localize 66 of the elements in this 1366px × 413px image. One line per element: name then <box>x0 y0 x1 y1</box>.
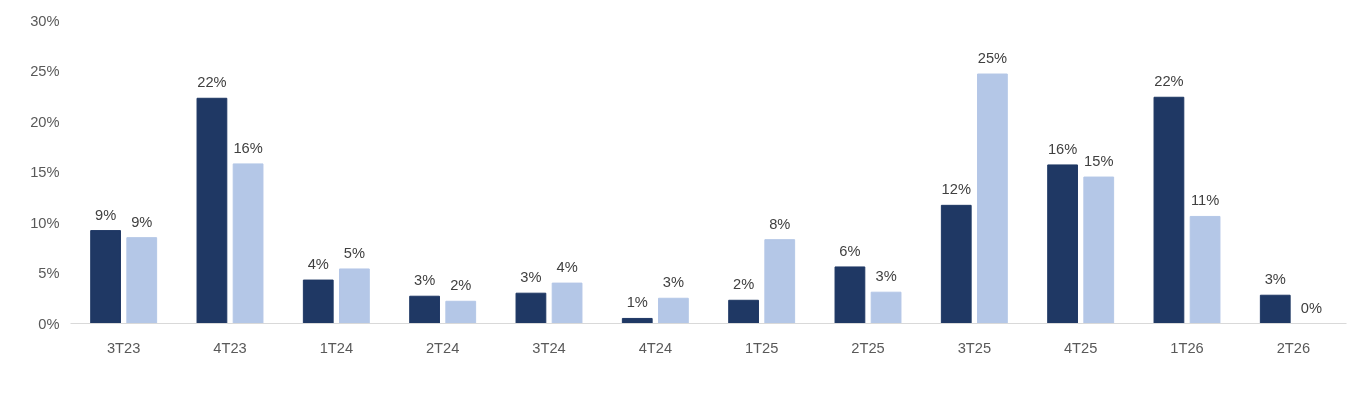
data-label: 3% <box>1264 271 1286 288</box>
bar <box>551 282 583 324</box>
x-tick-label: 2T24 <box>425 339 460 356</box>
data-label: 16% <box>1047 140 1078 157</box>
y-tick-label: 5% <box>38 265 60 281</box>
y-tick-label: 15% <box>30 164 60 180</box>
x-tick-label: 3T24 <box>532 339 566 356</box>
x-tick-label: 1T25 <box>744 339 779 356</box>
bar <box>515 292 547 324</box>
data-label: 2% <box>733 276 755 293</box>
bar <box>126 237 158 324</box>
data-label: 0% <box>1300 299 1323 316</box>
x-tick-label: 2T26 <box>1276 339 1311 356</box>
bar <box>232 163 264 324</box>
bar <box>834 266 866 324</box>
bar <box>339 268 370 324</box>
x-tick-label: 3T25 <box>957 339 992 356</box>
data-label: 3% <box>520 269 542 286</box>
y-tick-label: 20% <box>30 113 60 130</box>
bar <box>1189 215 1221 324</box>
bar <box>764 239 796 324</box>
data-label: 15% <box>1084 153 1114 170</box>
bar <box>940 204 972 324</box>
bar <box>409 295 440 324</box>
x-tick-label: 1T26 <box>1170 339 1204 356</box>
x-tick-label: 3T23 <box>106 339 141 356</box>
data-label: 4% <box>556 259 578 276</box>
y-tick-label: 10% <box>30 214 60 231</box>
bar <box>977 73 1008 324</box>
bar <box>621 317 653 324</box>
bar <box>90 230 121 324</box>
y-tick-label: 25% <box>30 63 60 79</box>
data-label: 8% <box>769 215 791 232</box>
x-tick-label: 2T25 <box>851 339 885 356</box>
bar <box>870 291 902 324</box>
bar <box>302 279 334 324</box>
data-label: 9% <box>131 213 153 230</box>
bar <box>196 97 228 324</box>
x-tick-label: 4T23 <box>213 339 247 356</box>
x-tick-label: 4T25 <box>1063 339 1098 356</box>
data-label: 22% <box>1154 73 1184 90</box>
bar <box>1083 176 1115 324</box>
data-label: 12% <box>941 181 971 198</box>
y-tick-label: 30% <box>30 12 60 29</box>
x-tick-label: 1T24 <box>319 339 354 356</box>
bar <box>1153 96 1185 324</box>
bar <box>1047 164 1078 324</box>
data-label: 3% <box>414 272 436 289</box>
bar <box>658 297 689 324</box>
data-label: 11% <box>1190 192 1220 209</box>
bar <box>1259 294 1291 324</box>
data-label: 6% <box>839 242 861 259</box>
data-label: 22% <box>197 74 227 91</box>
data-label: 25% <box>977 50 1008 67</box>
x-tick-label: 4T24 <box>638 339 673 356</box>
data-label: 1% <box>626 294 648 311</box>
data-label: 3% <box>662 274 685 291</box>
data-label: 16% <box>233 139 263 156</box>
data-label: 5% <box>343 244 366 261</box>
data-label: 3% <box>875 268 897 285</box>
bar <box>728 299 759 324</box>
y-tick-label: 0% <box>38 315 60 332</box>
data-label: 2% <box>450 277 472 294</box>
bar <box>445 300 477 324</box>
data-label: 9% <box>95 206 117 223</box>
data-label: 4% <box>307 256 329 273</box>
